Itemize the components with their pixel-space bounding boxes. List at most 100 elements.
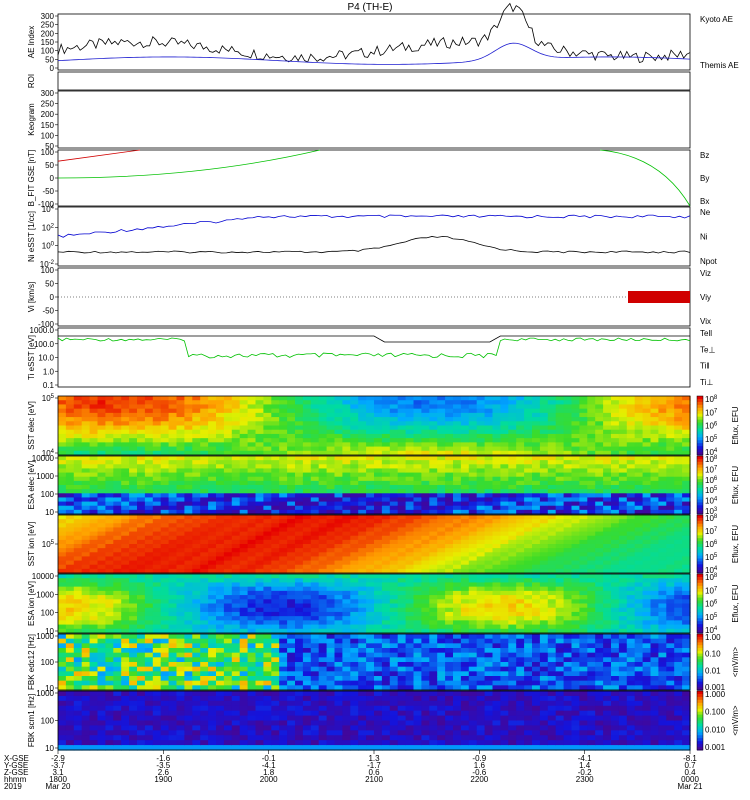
heatmap-cell bbox=[555, 574, 565, 579]
heatmap-cell bbox=[658, 603, 667, 609]
heatmap-cell bbox=[587, 611, 596, 617]
heatmap-cell bbox=[137, 603, 146, 609]
heatmap-cell bbox=[484, 628, 494, 634]
heatmap-cell bbox=[310, 519, 320, 524]
heatmap-cell bbox=[342, 624, 351, 630]
heatmap-cell bbox=[397, 582, 407, 588]
heatmap-cell bbox=[563, 489, 573, 494]
heatmap-cell bbox=[271, 603, 280, 609]
heatmap-cell bbox=[137, 643, 146, 649]
heatmap-cell bbox=[366, 586, 375, 592]
heatmap-cell bbox=[97, 611, 106, 617]
heatmap-cell bbox=[603, 527, 612, 533]
heatmap-cell bbox=[326, 539, 336, 545]
heatmap-cell bbox=[516, 464, 525, 470]
heatmap-cell bbox=[81, 616, 91, 621]
heatmap-cell bbox=[603, 433, 612, 439]
colorbar-cell bbox=[697, 567, 703, 571]
heatmap-cell bbox=[603, 620, 612, 626]
heatmap-cell bbox=[144, 662, 154, 668]
heatmap-cell bbox=[263, 616, 272, 621]
colorbar-cell bbox=[697, 612, 703, 616]
heatmap-cell bbox=[571, 421, 580, 427]
heatmap-cell bbox=[58, 539, 67, 545]
heatmap-cell bbox=[200, 429, 209, 435]
heatmap-cell bbox=[524, 412, 533, 418]
heatmap-cell bbox=[231, 586, 241, 592]
heatmap-cell bbox=[73, 450, 83, 456]
heatmap-cell bbox=[445, 485, 454, 490]
heatmap-cell bbox=[89, 425, 99, 431]
heatmap-cell bbox=[532, 472, 541, 478]
heatmap-cell bbox=[666, 489, 675, 494]
heatmap-cell bbox=[121, 638, 130, 644]
heatmap-cell bbox=[508, 493, 517, 499]
heatmap-cell bbox=[453, 433, 462, 439]
heatmap-cell bbox=[595, 556, 604, 562]
heatmap-cell bbox=[516, 425, 525, 431]
heatmap-cell bbox=[374, 408, 383, 414]
legend-entry: Ti⊥ bbox=[700, 378, 713, 387]
heatmap-cell bbox=[295, 497, 304, 503]
heatmap-cell bbox=[389, 460, 399, 465]
heatmap-cell bbox=[73, 417, 83, 422]
heatmap-cell bbox=[239, 616, 249, 621]
heatmap-cell bbox=[121, 564, 130, 570]
heatmap-cell bbox=[168, 574, 178, 579]
heatmap-cell bbox=[445, 531, 454, 537]
heatmap-cell bbox=[626, 446, 636, 452]
heatmap-cell bbox=[200, 676, 209, 682]
heatmap-cell bbox=[58, 515, 67, 520]
heatmap-cell bbox=[350, 501, 359, 507]
heatmap-cell bbox=[121, 624, 130, 630]
heatmap-cell bbox=[129, 657, 138, 663]
heatmap-cell bbox=[239, 628, 249, 634]
heatmap-cell bbox=[58, 652, 67, 658]
heatmap-cell bbox=[168, 616, 178, 621]
heatmap-cell bbox=[160, 535, 170, 541]
heatmap-cell bbox=[524, 603, 533, 609]
heatmap-cell bbox=[674, 425, 683, 431]
heatmap-cell bbox=[413, 442, 422, 448]
heatmap-cell bbox=[634, 603, 644, 609]
heatmap-cell bbox=[492, 586, 501, 592]
heatmap-cell bbox=[184, 433, 193, 439]
heatmap-cell bbox=[429, 620, 438, 626]
heatmap-cell bbox=[650, 509, 659, 515]
heatmap-cell bbox=[358, 607, 367, 613]
colorbar-cell bbox=[697, 425, 703, 429]
heatmap-cell bbox=[366, 489, 375, 494]
heatmap-cell bbox=[121, 648, 130, 654]
heatmap-cell bbox=[579, 628, 588, 634]
heatmap-cell bbox=[587, 523, 596, 529]
heatmap-cell bbox=[437, 616, 446, 621]
heatmap-cell bbox=[603, 556, 612, 562]
heatmap-cell bbox=[73, 464, 83, 470]
heatmap-cell bbox=[73, 544, 83, 549]
heatmap-cell bbox=[279, 408, 288, 414]
heatmap-cell bbox=[239, 480, 249, 486]
heatmap-cell bbox=[73, 472, 83, 478]
heatmap-cell bbox=[121, 535, 130, 541]
heatmap-cell bbox=[302, 519, 312, 524]
heatmap-cell bbox=[65, 429, 75, 435]
heatmap-cell bbox=[105, 574, 114, 579]
heatmap-cell bbox=[445, 404, 454, 410]
heatmap-cell bbox=[413, 425, 422, 431]
heatmap-cell bbox=[239, 408, 249, 414]
heatmap-cell bbox=[223, 586, 233, 592]
heatmap-cell bbox=[500, 552, 509, 558]
heatmap-cell bbox=[144, 560, 154, 566]
colorbar-cell bbox=[697, 487, 703, 492]
heatmap-cell bbox=[302, 493, 312, 499]
heatmap-cell bbox=[437, 489, 446, 494]
heatmap-cell bbox=[176, 539, 185, 545]
heatmap-cell bbox=[642, 421, 652, 427]
heatmap-cell bbox=[563, 480, 573, 486]
heatmap-cell bbox=[350, 408, 359, 414]
heatmap-cell bbox=[634, 456, 644, 461]
heatmap-cell bbox=[468, 548, 478, 553]
heatmap-cell bbox=[247, 400, 257, 406]
heatmap-cell bbox=[429, 531, 438, 537]
